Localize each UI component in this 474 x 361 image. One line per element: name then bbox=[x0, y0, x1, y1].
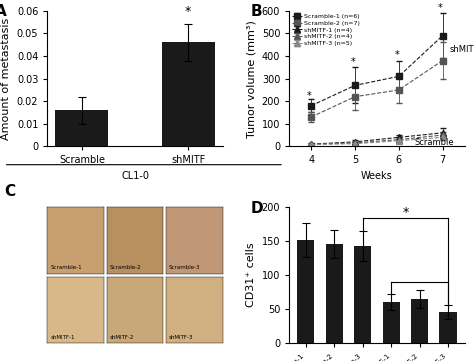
Bar bbox=[411, 299, 428, 343]
Text: shMITF: shMITF bbox=[449, 45, 474, 54]
Bar bbox=[162, 43, 215, 147]
Text: shMITF-1: shMITF-1 bbox=[50, 335, 75, 340]
Text: *: * bbox=[185, 5, 191, 18]
Text: shMITF-3: shMITF-3 bbox=[169, 335, 193, 340]
Text: D: D bbox=[251, 201, 264, 216]
Text: A: A bbox=[0, 4, 7, 19]
Text: B: B bbox=[251, 4, 262, 19]
Text: C: C bbox=[5, 184, 16, 199]
Y-axis label: CD31⁺ cells: CD31⁺ cells bbox=[246, 243, 256, 308]
Text: *: * bbox=[394, 50, 399, 60]
Text: Scramble: Scramble bbox=[414, 138, 454, 147]
Bar bbox=[439, 312, 456, 343]
Legend: Scramble-1 (n=6), Scramble-2 (n=7), shMITF-1 (n=4), shMITF-2 (n=4), shMITF-3 (n=: Scramble-1 (n=6), Scramble-2 (n=7), shMI… bbox=[292, 14, 360, 46]
Text: shMITF-2: shMITF-2 bbox=[109, 335, 134, 340]
Text: Scramble-2: Scramble-2 bbox=[109, 265, 141, 270]
Bar bbox=[383, 302, 400, 343]
Bar bbox=[297, 240, 314, 343]
Y-axis label: Amount of metastasis: Amount of metastasis bbox=[1, 17, 11, 140]
Bar bbox=[55, 110, 109, 147]
Text: *: * bbox=[307, 91, 311, 101]
Bar bbox=[326, 244, 343, 343]
Text: Scramble-3: Scramble-3 bbox=[169, 265, 201, 270]
Text: Scramble-1: Scramble-1 bbox=[50, 265, 82, 270]
Text: *: * bbox=[402, 205, 409, 218]
Bar bbox=[354, 246, 371, 343]
Text: *: * bbox=[438, 3, 443, 13]
X-axis label: Weeks: Weeks bbox=[361, 171, 393, 181]
Y-axis label: Tumor volume (mm³): Tumor volume (mm³) bbox=[246, 19, 256, 138]
Text: *: * bbox=[351, 57, 356, 67]
Text: CL1-0: CL1-0 bbox=[121, 171, 149, 181]
